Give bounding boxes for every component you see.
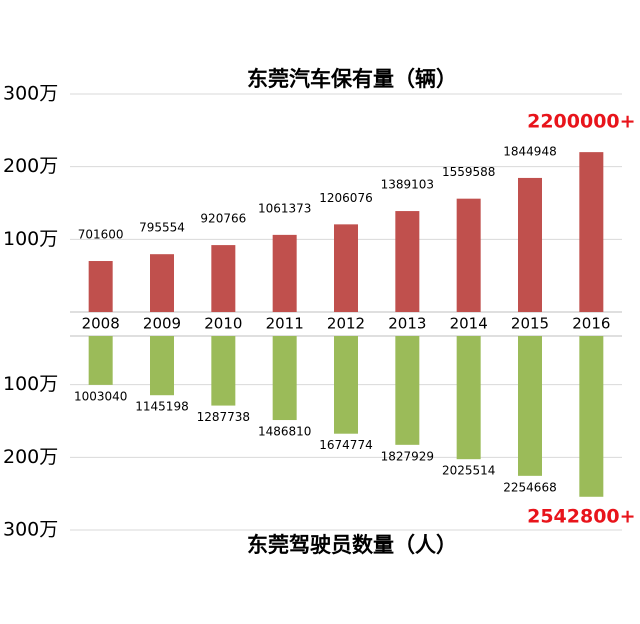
bar — [579, 152, 604, 312]
value-label: 920766 — [200, 212, 246, 226]
value-label: 1145198 — [135, 400, 188, 414]
value-label: 2025514 — [442, 464, 495, 478]
y-tick-label: 300万 — [3, 519, 58, 541]
value-label: 1844948 — [503, 144, 556, 158]
bar — [150, 254, 174, 312]
bar — [579, 336, 604, 497]
value-label: 1206076 — [319, 191, 372, 205]
bar — [150, 336, 174, 396]
value-label: 2254668 — [503, 480, 556, 494]
bar — [211, 336, 236, 406]
x-tick-label: 2015 — [511, 315, 549, 333]
chart-title: 东莞驾驶员数量（人） — [247, 533, 457, 557]
value-label: 2542800+ — [527, 505, 635, 527]
x-tick-label: 2013 — [388, 315, 426, 333]
bar — [395, 211, 420, 312]
x-tick-label: 2012 — [327, 315, 365, 333]
value-label: 701600 — [78, 228, 124, 242]
value-label: 1827929 — [381, 449, 434, 463]
bar — [334, 224, 358, 312]
x-tick-label: 2011 — [266, 315, 304, 333]
y-tick-label: 200万 — [3, 155, 58, 177]
bar — [272, 234, 297, 312]
bar — [395, 336, 420, 445]
x-tick-label: 2009 — [143, 315, 181, 333]
value-label: 2200000+ — [527, 111, 635, 133]
value-label: 795554 — [139, 221, 185, 235]
y-tick-label: 300万 — [3, 83, 58, 105]
value-label: 1287738 — [197, 410, 250, 424]
x-tick-label: 2014 — [450, 315, 488, 333]
bar — [518, 177, 542, 312]
bar — [211, 245, 236, 312]
chart-title: 东莞汽车保有量（辆） — [247, 67, 457, 91]
x-tick-label: 2016 — [572, 315, 610, 333]
bar — [334, 336, 358, 434]
value-label: 1003040 — [74, 389, 127, 403]
bar — [88, 336, 113, 385]
bar — [272, 336, 297, 421]
y-tick-label: 100万 — [3, 373, 58, 395]
value-label: 1486810 — [258, 425, 311, 439]
value-label: 1389103 — [381, 178, 434, 192]
bar — [518, 336, 542, 476]
x-tick-label: 2008 — [82, 315, 120, 333]
bar — [88, 261, 113, 312]
value-label: 1559588 — [442, 165, 495, 179]
value-label: 1061373 — [258, 201, 311, 215]
bar — [456, 198, 481, 312]
value-label: 1674774 — [319, 438, 372, 452]
y-tick-label: 200万 — [3, 446, 58, 468]
y-tick-label: 100万 — [3, 228, 58, 250]
bar — [456, 336, 481, 460]
x-tick-label: 2010 — [204, 315, 242, 333]
